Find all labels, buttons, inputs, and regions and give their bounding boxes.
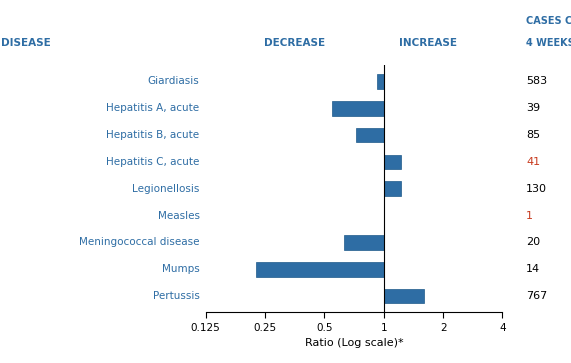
Text: CASES CURRENT: CASES CURRENT (526, 16, 571, 26)
Text: Hepatitis B, acute: Hepatitis B, acute (107, 130, 200, 140)
Text: Meningococcal disease: Meningococcal disease (79, 237, 200, 248)
Text: 85: 85 (526, 130, 540, 140)
Text: Pertussis: Pertussis (153, 291, 200, 301)
Bar (356, 128, 384, 142)
Text: 14: 14 (526, 264, 540, 274)
Bar (377, 74, 384, 89)
Text: 767: 767 (526, 291, 548, 301)
Text: Hepatitis C, acute: Hepatitis C, acute (106, 157, 200, 167)
Text: 583: 583 (526, 77, 548, 86)
Text: INCREASE: INCREASE (399, 38, 457, 48)
Bar (344, 235, 384, 250)
Bar (332, 101, 384, 116)
Text: 41: 41 (526, 157, 540, 167)
Text: 20: 20 (526, 237, 540, 248)
X-axis label: Ratio (Log scale)*: Ratio (Log scale)* (305, 338, 403, 348)
Text: Legionellosis: Legionellosis (132, 184, 200, 194)
Text: Giardiasis: Giardiasis (148, 77, 200, 86)
Text: 39: 39 (526, 103, 540, 113)
Text: 4 WEEKS: 4 WEEKS (526, 38, 571, 48)
Text: 1: 1 (526, 211, 533, 221)
Text: DISEASE: DISEASE (1, 38, 50, 48)
Bar (384, 289, 424, 303)
Bar (384, 182, 401, 196)
Text: DECREASE: DECREASE (264, 38, 325, 48)
Text: Hepatitis A, acute: Hepatitis A, acute (107, 103, 200, 113)
Bar (256, 262, 384, 277)
Text: 130: 130 (526, 184, 547, 194)
Text: Mumps: Mumps (162, 264, 200, 274)
Bar (384, 155, 401, 169)
Text: Measles: Measles (158, 211, 200, 221)
